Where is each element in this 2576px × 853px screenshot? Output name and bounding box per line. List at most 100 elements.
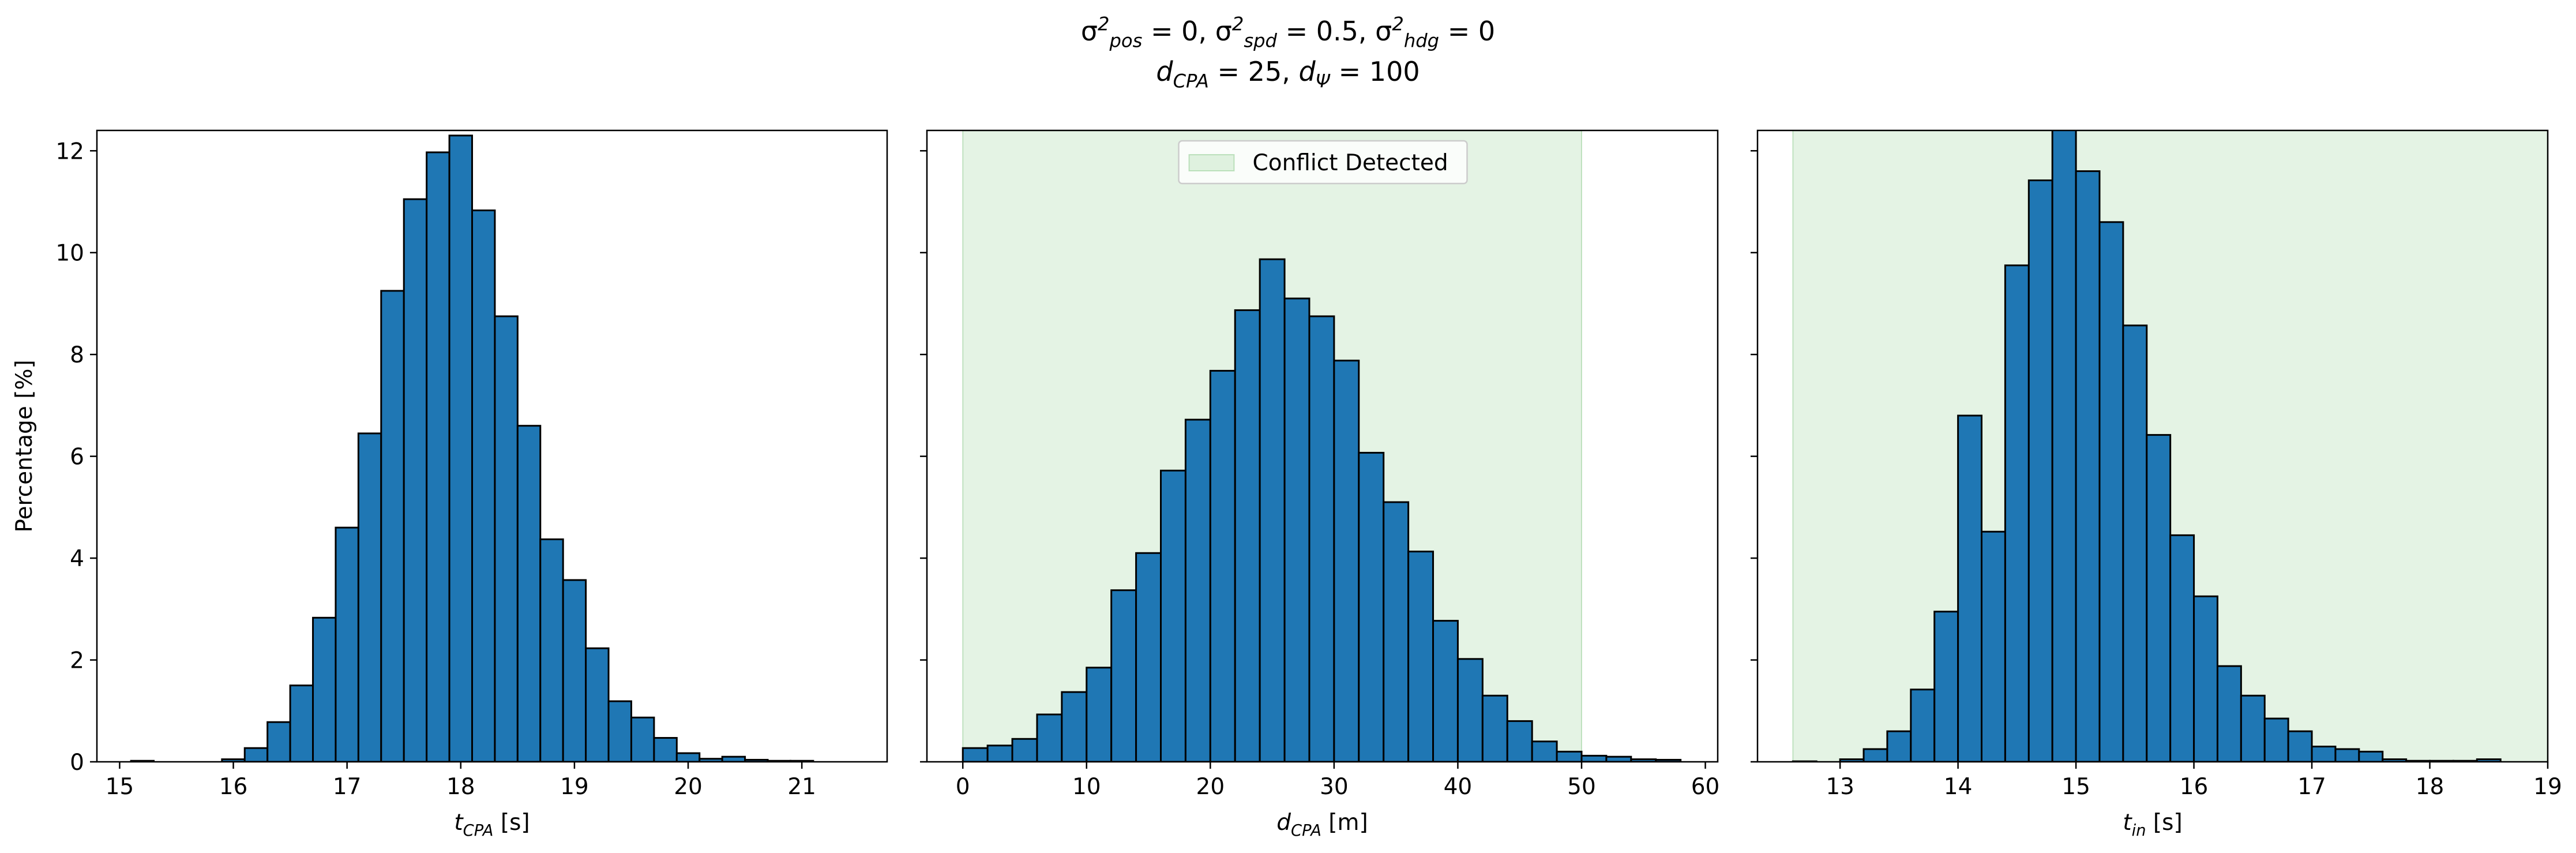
histogram-bar bbox=[1234, 309, 1261, 762]
suptitle-line-2-part: Ψ bbox=[1316, 70, 1331, 92]
suptitle-line-1-part: σ bbox=[1375, 16, 1392, 47]
axes-frame bbox=[1756, 129, 2549, 763]
x-tick-label: 16 bbox=[2180, 774, 2209, 800]
suptitle-line-1-part: σ bbox=[1215, 16, 1232, 47]
histogram-bar bbox=[426, 151, 450, 762]
suptitle-line-2-part: = 100 bbox=[1330, 56, 1420, 87]
y-tick-label: 0 bbox=[70, 750, 84, 776]
x-axis-label-part: [s] bbox=[2146, 810, 2183, 836]
histogram-panel-3: 13 14 15 16 17 18 19 tin [s] bbox=[1751, 129, 2562, 840]
x-axis-label: dCPA [m] bbox=[1276, 810, 1368, 840]
histogram-bar bbox=[1209, 369, 1236, 762]
histogram-bar bbox=[2169, 534, 2195, 762]
histogram-bar bbox=[1383, 501, 1410, 762]
histogram-bar bbox=[2263, 717, 2289, 762]
plot-area bbox=[1792, 130, 2548, 762]
suptitle-line-1-part: 2 bbox=[1232, 13, 1244, 35]
histogram-bar bbox=[1481, 694, 1508, 762]
x-tick-label: 20 bbox=[1196, 774, 1225, 800]
y-tick-label: 12 bbox=[55, 139, 84, 164]
histogram-bar bbox=[357, 432, 382, 762]
histogram-bar bbox=[1456, 658, 1484, 762]
histogram-bar bbox=[266, 721, 291, 762]
x-tick-label: 18 bbox=[446, 774, 475, 800]
histogram-bar bbox=[312, 616, 337, 762]
histogram-bar bbox=[289, 684, 314, 762]
legend-label: Conflict Detected bbox=[1253, 150, 1448, 176]
histogram-bar bbox=[721, 755, 746, 762]
histogram-bar bbox=[2075, 170, 2101, 762]
x-axis: 13 14 15 16 17 18 19 bbox=[1826, 762, 2562, 800]
histogram-bar bbox=[471, 209, 496, 762]
histogram-bar bbox=[1333, 360, 1360, 762]
plot-area bbox=[962, 130, 1682, 762]
histogram-bar bbox=[1308, 315, 1335, 762]
y-axis bbox=[920, 150, 927, 763]
suptitle-line-2-part: CPA bbox=[1173, 70, 1209, 92]
histogram-bar bbox=[1506, 720, 1533, 762]
histogram-bar bbox=[1184, 418, 1211, 762]
y-tick-label: 8 bbox=[70, 342, 84, 368]
y-axis-label: Percentage [%] bbox=[12, 360, 37, 532]
histogram-bar bbox=[380, 290, 405, 762]
x-axis-label-part: CPA bbox=[463, 822, 494, 840]
y-tick-label: 10 bbox=[55, 241, 84, 267]
histogram-bar bbox=[630, 716, 655, 762]
histogram-bar bbox=[2311, 746, 2337, 762]
histogram-bar bbox=[243, 747, 269, 762]
x-axis-label-part: CPA bbox=[1291, 822, 1321, 840]
x-tick-label: 20 bbox=[674, 774, 703, 800]
x-axis-label-part: t bbox=[2123, 810, 2132, 836]
histogram-bar bbox=[1135, 552, 1162, 762]
suptitle-line-1-part: pos bbox=[1109, 30, 1142, 52]
histogram-bar bbox=[2027, 179, 2053, 762]
histogram-bar bbox=[2334, 748, 2360, 762]
x-tick-label: 60 bbox=[1691, 774, 1720, 800]
histogram-bar bbox=[448, 134, 474, 762]
x-tick-label: 19 bbox=[560, 774, 589, 800]
histogram-bar bbox=[2004, 264, 2030, 762]
plot-area bbox=[130, 134, 814, 762]
suptitle-line-1: σ2pos = 0, σ2spd = 0.5, σ2hdg = 0 bbox=[1081, 13, 1495, 52]
histogram-bar bbox=[1531, 740, 1558, 762]
histogram-bar bbox=[1556, 750, 1583, 762]
histogram-bar bbox=[1910, 689, 1936, 762]
histogram-bar bbox=[1061, 691, 1088, 762]
histogram-bar bbox=[1086, 667, 1113, 762]
histogram-panel-2: 0 10 20 30 40 50 60 dCPA [m] Conflict Detected bbox=[920, 129, 1720, 840]
histogram-bar bbox=[2098, 221, 2124, 762]
x-axis-label: tin [s] bbox=[2123, 810, 2182, 840]
histogram-bar bbox=[2051, 130, 2077, 762]
histogram-bar bbox=[2193, 595, 2218, 762]
x-axis-label-part: [s] bbox=[493, 810, 530, 836]
y-axis bbox=[1751, 150, 1758, 763]
histogram-bar bbox=[539, 538, 564, 762]
histogram-bar bbox=[335, 526, 359, 762]
histogram-bar bbox=[986, 744, 1013, 762]
histogram-bar bbox=[1605, 755, 1632, 762]
histogram-bar bbox=[516, 425, 542, 762]
suptitle-line-2-part: = 25, bbox=[1209, 56, 1299, 87]
x-tick-label: 18 bbox=[2416, 774, 2444, 800]
histogram-bar bbox=[1110, 589, 1137, 762]
histogram-bar bbox=[2358, 750, 2384, 762]
suptitle-line-1-part: = 0 bbox=[1439, 16, 1495, 47]
y-tick-label: 6 bbox=[70, 444, 84, 470]
histogram-bar bbox=[1432, 620, 1459, 762]
histogram-bar bbox=[1160, 469, 1186, 762]
histogram-bar bbox=[1283, 297, 1310, 762]
x-tick-label: 16 bbox=[219, 774, 248, 800]
x-axis-label-part: d bbox=[1276, 810, 1291, 836]
x-tick-label: 10 bbox=[1072, 774, 1101, 800]
histogram-panel-1: 15 16 17 18 19 20 21 0 2 4 6 8 10 12 tCPA [s] Percentag… bbox=[12, 129, 888, 840]
histogram-bar bbox=[403, 198, 428, 762]
x-tick-label: 21 bbox=[787, 774, 816, 800]
y-axis: 0 2 4 6 8 10 12 bbox=[55, 139, 97, 776]
x-tick-label: 15 bbox=[106, 774, 134, 800]
histogram-bar bbox=[2122, 324, 2148, 762]
x-tick-label: 50 bbox=[1567, 774, 1596, 800]
histogram-bar bbox=[2146, 434, 2172, 762]
legend: Conflict Detected bbox=[1178, 140, 1468, 185]
x-tick-label: 30 bbox=[1320, 774, 1349, 800]
